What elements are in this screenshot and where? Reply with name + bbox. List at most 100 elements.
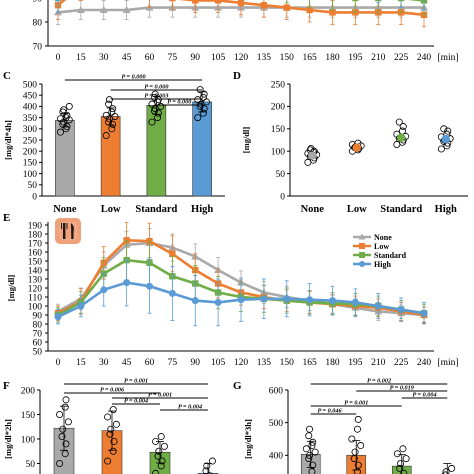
category-label: High (435, 204, 457, 215)
p-value-label: P = 0.002 (367, 378, 391, 385)
x-tick-label: 120 (234, 358, 249, 368)
data-point (309, 438, 317, 446)
data-point (194, 114, 202, 122)
p-value-label: P = 0.006 (100, 387, 125, 394)
data-point (400, 469, 408, 474)
data-point (206, 472, 214, 474)
p-value-label: P = 0.046 (317, 408, 342, 415)
data-point (398, 127, 406, 135)
data-point (199, 109, 207, 117)
x-tick-label: 60 (145, 358, 155, 368)
y-tick-label: 150 (28, 257, 43, 267)
y-tick-label: 300 (23, 125, 38, 135)
legend-label: None (374, 233, 392, 242)
data-point (237, 0, 245, 7)
data-point (214, 0, 222, 4)
x-tick-label: 105 (211, 358, 226, 368)
y-tick-label: 70 (33, 329, 43, 339)
mean-marker-high (441, 134, 450, 144)
data-point (56, 459, 64, 467)
data-point (399, 123, 407, 131)
y-tick-label: 120 (28, 284, 43, 294)
data-point (260, 2, 268, 9)
x-tick-label: 30 (99, 53, 109, 63)
data-point (102, 111, 110, 119)
data-point (306, 451, 314, 459)
data-point (150, 93, 158, 101)
p-value-label: P = 0.000 (144, 84, 168, 91)
y-tick-label: 250 (23, 136, 38, 146)
data-point (203, 462, 211, 470)
data-point (353, 425, 361, 433)
data-point (154, 452, 162, 460)
category-label: Low (101, 204, 121, 215)
y-tick-label: 140 (28, 266, 43, 276)
data-point (146, 282, 153, 290)
fork-tine (61, 223, 62, 229)
data-point (260, 295, 268, 303)
data-point (110, 437, 118, 445)
data-point (305, 455, 313, 463)
p-value-label: P = 0.004 (178, 404, 202, 411)
category-label: None (53, 204, 77, 215)
data-point (106, 430, 114, 438)
x-tick-label: 210 (371, 53, 386, 63)
x-tick-label: 150 (280, 358, 295, 368)
data-point (208, 457, 216, 465)
data-point (58, 433, 66, 441)
data-point (393, 450, 401, 458)
data-point (122, 6, 131, 13)
legend-marker (359, 243, 365, 249)
data-point (157, 462, 165, 470)
data-point (105, 100, 113, 108)
x-tick-label: 60 (145, 53, 155, 63)
data-point (283, 295, 291, 303)
y-tick-label: 100 (23, 170, 38, 180)
x-tick-label: 90 (191, 358, 201, 368)
x-tick-label: 195 (348, 53, 363, 63)
mean-marker-none (308, 151, 317, 160)
legend-marker (359, 252, 365, 258)
panel-top-line-chart: 70 80 90 0 15 30 45 60 75 90 105 120 135 150 165 180 195… (33, 0, 459, 63)
data-point (357, 442, 365, 450)
x-unit-label: [min] (437, 358, 458, 368)
x-tick-label: 195 (348, 358, 363, 368)
y-tick-label: 0 (32, 192, 37, 202)
y-tick-label: 150 (21, 411, 36, 421)
data-point (61, 450, 69, 458)
y-tick-label: 350 (23, 114, 38, 124)
category-label: Low (347, 204, 367, 215)
p-value-label: P = 0.000 (121, 74, 145, 81)
data-point (309, 461, 317, 469)
category-label: Standard (135, 204, 177, 215)
p-value-label: P = 0.001 (124, 378, 148, 385)
x-tick-label: 0 (56, 53, 61, 63)
x-tick-label: 30 (99, 358, 109, 368)
x-tick-label: 225 (394, 53, 409, 63)
data-point (168, 289, 176, 297)
data-point (154, 114, 162, 122)
y-tick-label: 190 (28, 221, 43, 231)
data-point (62, 396, 70, 404)
panel-letter: D (233, 70, 241, 82)
x-tick-label: 90 (191, 53, 201, 63)
y-tick-label: 80 (33, 18, 43, 28)
data-point (154, 96, 162, 104)
plot-area (54, 0, 428, 28)
y-axis-label: [mg/dl*4h] (3, 120, 13, 160)
data-point (105, 96, 113, 104)
data-point (351, 298, 359, 306)
x-tick-label: 120 (234, 53, 249, 63)
data-point (59, 425, 67, 433)
data-point (352, 0, 359, 2)
data-point (353, 468, 361, 474)
x-tick-label: 165 (303, 358, 318, 368)
data-point (108, 125, 116, 133)
fork-tine (66, 223, 68, 229)
data-point (374, 302, 382, 310)
data-point (442, 468, 450, 474)
data-point (109, 105, 117, 113)
p-value-label: P = 0.000 (167, 99, 191, 106)
